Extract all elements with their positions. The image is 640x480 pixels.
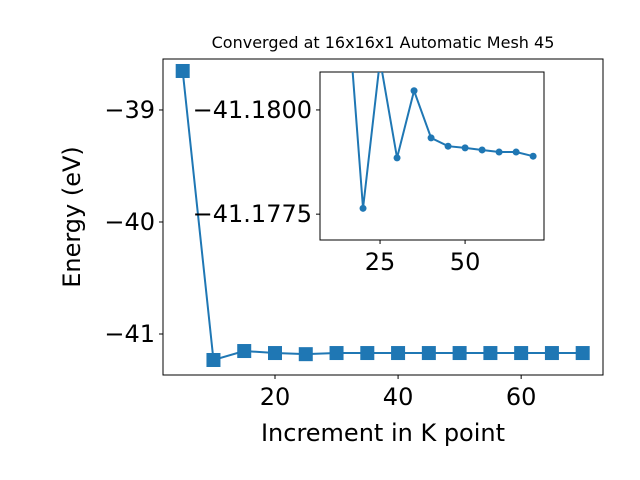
data-point	[444, 142, 452, 150]
chart-title: Converged at 16x16x1 Automatic Mesh 45	[212, 33, 555, 52]
x-tick-label: 60	[506, 383, 537, 411]
data-point	[478, 146, 486, 154]
x-tick-label: 40	[383, 383, 414, 411]
plot-group	[351, 72, 537, 212]
data-point	[298, 347, 313, 362]
y-tick-label: −41.1800	[193, 96, 312, 124]
plot-area	[319, 71, 545, 241]
y-tick-label: −40	[104, 208, 155, 236]
data-point	[391, 346, 406, 361]
x-tick-label: 50	[450, 248, 481, 276]
y-tick-label: −41.1775	[193, 200, 312, 228]
data-point	[483, 346, 498, 361]
data-point	[514, 346, 529, 361]
data-point	[329, 346, 344, 361]
data-point	[393, 154, 401, 162]
data-point	[427, 134, 435, 142]
data-point	[452, 346, 467, 361]
x-tick-label: 25	[365, 248, 396, 276]
y-axis-label: Energy (eV)	[58, 146, 86, 288]
data-point	[268, 346, 282, 361]
x-tick-label: 20	[260, 383, 291, 411]
y-tick-label: −41	[104, 320, 155, 348]
y-tick-label: −39	[104, 96, 155, 124]
data-point	[495, 148, 503, 156]
data-point	[461, 144, 469, 152]
data-point	[529, 152, 537, 160]
data-point	[206, 352, 221, 367]
data-point	[360, 346, 375, 361]
data-point	[237, 344, 252, 359]
data-point	[421, 346, 436, 361]
data-point	[359, 204, 367, 212]
data-point	[544, 346, 559, 361]
x-axis-label: Increment in K point	[261, 419, 505, 447]
data-point	[512, 148, 520, 156]
data-point	[175, 63, 190, 78]
plot-group	[175, 63, 590, 367]
data-point	[410, 87, 418, 95]
data-point	[575, 346, 590, 361]
